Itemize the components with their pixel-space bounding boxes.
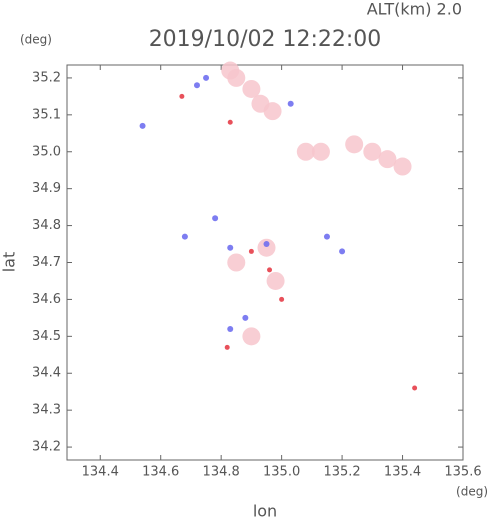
echo-point	[179, 93, 185, 99]
y-tick-label: 34.5	[32, 329, 61, 344]
echo-point	[181, 233, 188, 240]
y-tick-label: 34.9	[32, 181, 61, 196]
echo-point	[393, 157, 412, 176]
echo-point	[242, 79, 261, 98]
echo-point	[227, 253, 246, 272]
echo-point	[221, 61, 240, 80]
x-tick-label: 135.4	[384, 465, 421, 480]
echo-point	[203, 74, 210, 81]
x-tick-label: 134.6	[142, 465, 179, 480]
echo-point	[227, 119, 233, 125]
x-tick-label: 135.2	[323, 465, 360, 480]
echo-point	[248, 248, 254, 254]
plot-frame	[66, 64, 464, 461]
y-tick-label: 34.7	[32, 255, 61, 270]
echo-point	[363, 142, 382, 161]
echo-point	[193, 82, 200, 89]
x-tick-label: 134.8	[203, 465, 240, 480]
x-tick-label: 135.6	[444, 465, 481, 480]
y-tick-label: 34.3	[32, 403, 61, 418]
y-tick-label: 34.2	[32, 440, 61, 455]
x-axis-label: lon	[253, 502, 277, 521]
y-axis-label: lat	[0, 252, 19, 273]
echo-point	[378, 150, 397, 169]
x-tick-label: 134.4	[82, 465, 119, 480]
echo-point	[296, 142, 315, 161]
x-unit: (deg)	[456, 485, 488, 499]
y-tick-label: 35.0	[32, 144, 61, 159]
y-tick-label: 34.8	[32, 218, 61, 233]
echo-point	[224, 344, 230, 350]
echo-point	[266, 271, 285, 290]
chart-title: 2019/10/02 12:22:00	[149, 27, 382, 52]
echo-point	[311, 142, 330, 161]
y-tick-label: 34.4	[32, 366, 61, 381]
echo-point	[279, 296, 285, 302]
echo-point	[242, 327, 261, 346]
echo-point	[267, 267, 273, 273]
echo-point	[139, 122, 146, 129]
echo-point	[287, 100, 294, 107]
echo-point	[263, 102, 282, 121]
echo-point	[212, 215, 219, 222]
echo-point	[323, 233, 330, 240]
echo-point	[339, 248, 346, 255]
altitude-label: ALT(km) 2.0	[367, 0, 462, 19]
echo-point	[227, 325, 234, 332]
echo-point	[345, 135, 364, 154]
echo-point	[227, 244, 234, 251]
y-unit: (deg)	[20, 33, 52, 47]
y-tick-label: 35.1	[32, 107, 61, 122]
echo-point	[412, 385, 418, 391]
echo-point	[257, 238, 276, 257]
y-tick-label: 34.6	[32, 292, 61, 307]
echo-point	[263, 241, 270, 248]
y-tick-label: 35.2	[32, 70, 61, 85]
x-tick-label: 135.0	[263, 465, 300, 480]
echo-point	[242, 314, 249, 321]
